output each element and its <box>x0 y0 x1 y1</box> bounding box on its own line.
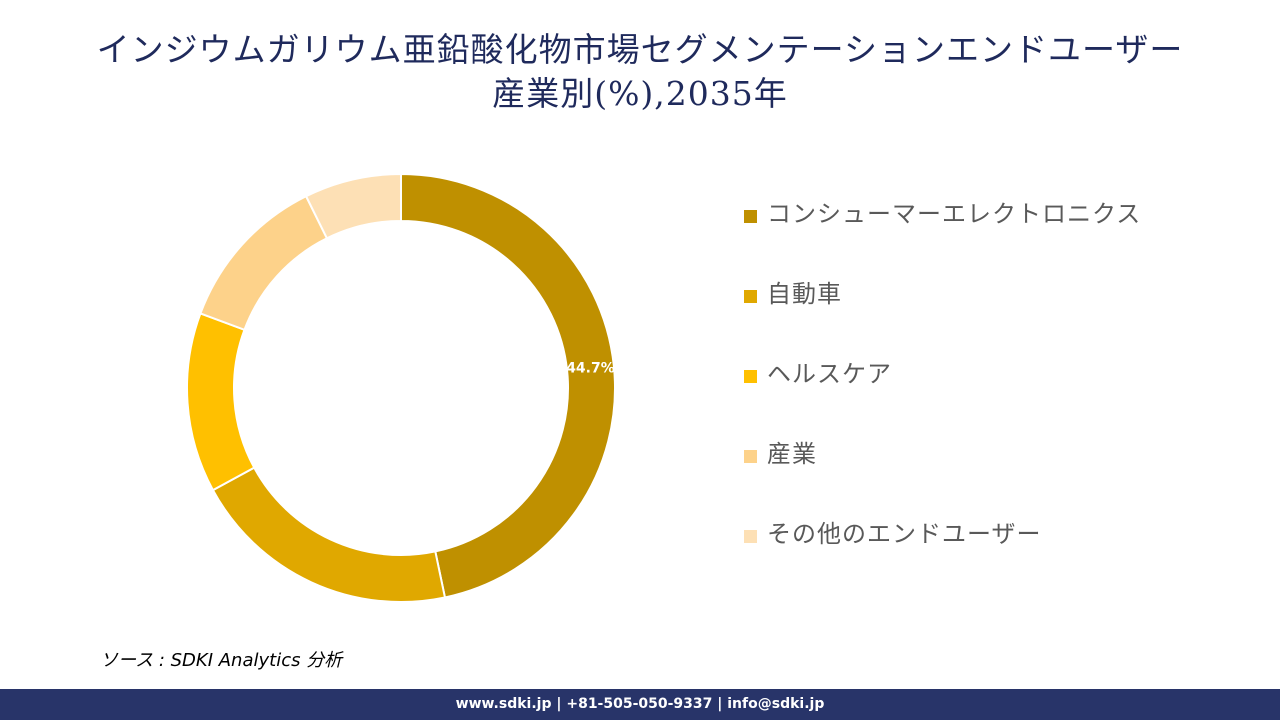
legend-label: ヘルスケア <box>767 360 892 388</box>
chart-legend: コンシューマーエレクトロニクス 自動車 ヘルスケア 産業 その他のエンドユーザー <box>744 196 1141 596</box>
legend-swatch <box>744 530 757 543</box>
donut-slice <box>211 466 447 603</box>
legend-label: コンシューマーエレクトロニクス <box>767 200 1142 228</box>
legend-item-healthcare: ヘルスケア <box>744 356 1141 436</box>
donut-slice <box>304 172 402 240</box>
legend-label: 自動車 <box>767 280 842 308</box>
chart-title: インジウムガリウム亜鉛酸化物市場セグメンテーションエンドユーザー 産業別(%),… <box>0 28 1280 116</box>
chart-title-line2: 産業別(%),2035年 <box>492 74 788 113</box>
legend-item-consumer-electronics: コンシューマーエレクトロニクス <box>744 196 1141 276</box>
legend-swatch <box>744 370 757 383</box>
legend-label: その他のエンドユーザー <box>767 520 1042 548</box>
data-label: 44.7% <box>566 360 615 376</box>
legend-item-other-end-users: その他のエンドユーザー <box>744 516 1141 596</box>
donut-slice <box>199 194 329 332</box>
chart-title-line1: インジウムガリウム亜鉛酸化物市場セグメンテーションエンドユーザー <box>96 30 1184 69</box>
legend-item-automotive: 自動車 <box>744 276 1141 356</box>
donut-chart: 44.7% <box>186 172 616 603</box>
legend-swatch <box>744 210 757 223</box>
legend-swatch <box>744 290 757 303</box>
footer-contact-bar: www.sdki.jp | +81-505-050-9337 | info@sd… <box>0 689 1280 720</box>
legend-item-industrial: 産業 <box>744 436 1141 516</box>
legend-label: 産業 <box>767 440 817 468</box>
donut-slice <box>400 172 616 599</box>
source-note: ソース : SDKI Analytics 分析 <box>100 650 343 671</box>
legend-swatch <box>744 450 757 463</box>
donut-slice <box>186 312 256 492</box>
